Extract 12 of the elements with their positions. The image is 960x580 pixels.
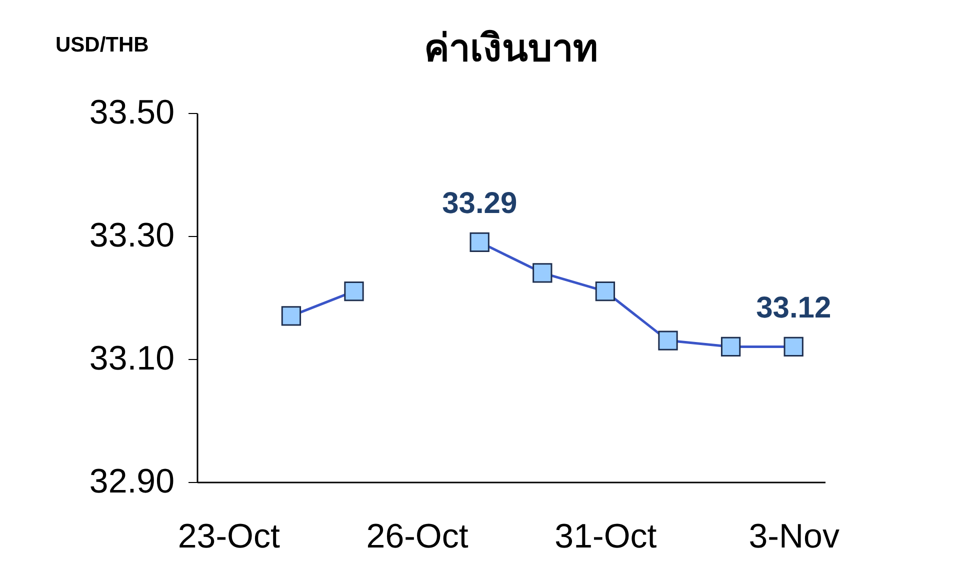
chart-title: ค่าเงินบาท (424, 26, 598, 70)
y-tick-label: 33.10 (89, 340, 174, 378)
y-axis-title: USD/THB (56, 34, 149, 56)
x-tick-label: 23-Oct (178, 518, 280, 556)
y-tick-label: 33.50 (89, 94, 174, 132)
x-tick-label: 3-Nov (748, 518, 840, 556)
data-label: 33.29 (442, 187, 518, 220)
x-tick-label: 31-Oct (554, 518, 658, 556)
x-tick-label: 26-Oct (366, 518, 469, 556)
y-tick-label: 32.90 (89, 462, 174, 500)
y-tick-label: 33.30 (89, 216, 174, 254)
data-label: 33.12 (756, 292, 832, 325)
